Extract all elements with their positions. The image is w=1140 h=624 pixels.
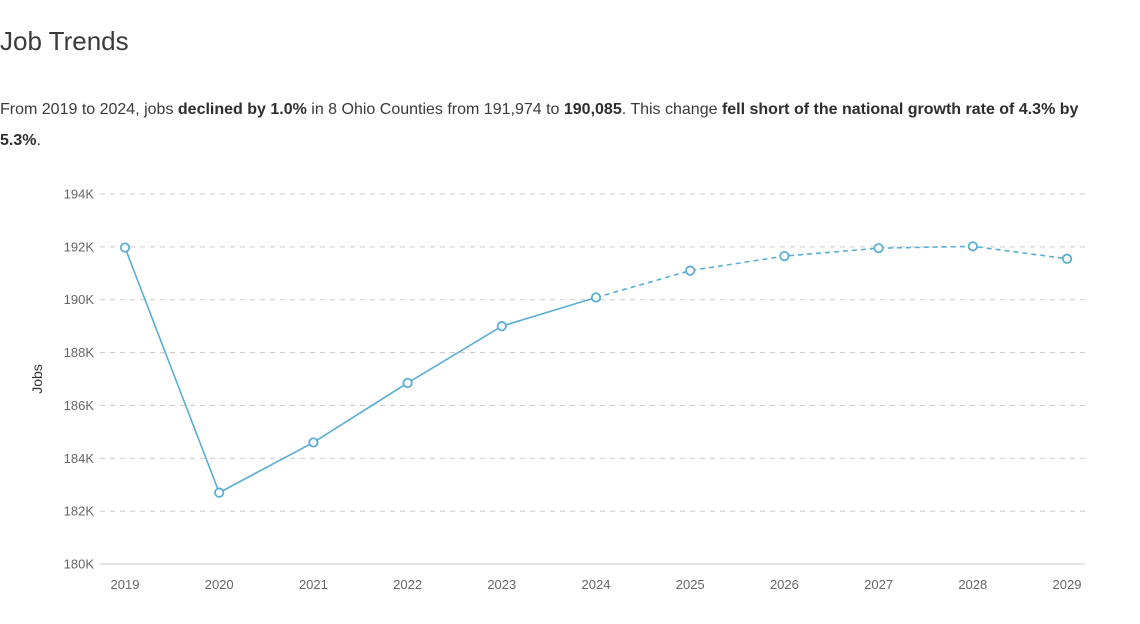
x-tick-label: 2028 <box>958 577 987 592</box>
x-tick-label: 2019 <box>111 577 140 592</box>
data-point-2021 <box>308 437 319 448</box>
y-tick-label: 192K <box>64 239 95 254</box>
y-tick-label: 188K <box>64 345 95 360</box>
data-point-2023 <box>496 321 507 332</box>
data-point-2028 <box>967 241 978 252</box>
data-point-2025 <box>685 265 696 276</box>
job-trends-chart: 180K 182K 184K 186K 188K 190K 192K 194K Jobs 201… <box>29 187 1085 592</box>
summary-part-2: in 8 Ohio Counties from 191,974 to <box>306 101 564 118</box>
series-lines <box>124 245 1068 494</box>
y-axis-title: Jobs <box>29 364 45 394</box>
y-tick-label: 184K <box>64 451 95 466</box>
x-tick-label: 2027 <box>864 577 893 592</box>
x-tick-label: 2026 <box>770 577 799 592</box>
y-tick-label: 190K <box>64 292 95 307</box>
y-tick-label: 194K <box>64 187 95 202</box>
y-tick-label: 182K <box>64 504 95 519</box>
grid-lines <box>100 193 1085 565</box>
y-tick-label: 180K <box>64 557 95 572</box>
x-tick-label: 2021 <box>299 577 328 592</box>
data-point-2022 <box>402 377 413 389</box>
x-tick-label: 2022 <box>393 577 422 592</box>
x-tick-label: 2024 <box>582 577 611 592</box>
x-tick-label: 2023 <box>487 577 516 592</box>
x-tick-label: 2029 <box>1053 577 1082 592</box>
x-tick-label: 2025 <box>676 577 705 592</box>
summary-part-3: . This change <box>621 101 722 118</box>
y-tick-label: 186K <box>64 398 95 413</box>
y-axis: 180K 182K 184K 186K 188K 190K 192K 194K Jobs <box>29 187 94 572</box>
x-tick-label: 2020 <box>205 577 234 592</box>
summary-end-value: 190,085 <box>563 101 622 118</box>
data-point-2029 <box>1061 253 1073 264</box>
summary-decline: declined by 1.0% <box>177 101 307 118</box>
x-axis: 2019 2020 2021 2022 2023 2024 2025 2026 2027 2028… <box>111 577 1082 592</box>
data-point-2020 <box>214 487 225 498</box>
projected-line <box>595 245 1068 299</box>
series-points <box>119 241 1073 498</box>
data-point-2024 <box>590 292 602 303</box>
summary-comparison: fell short of the national growth rate o… <box>0 101 1079 149</box>
page-title: Job Trends <box>0 26 129 56</box>
historical-line <box>124 247 597 494</box>
summary-text: From 2019 to 2024, jobs declined by 1.0%… <box>0 94 1120 156</box>
summary-part-4: . <box>36 132 41 149</box>
data-point-2026 <box>779 251 790 262</box>
data-point-2027 <box>873 243 884 254</box>
summary-part-1: From 2019 to 2024, jobs <box>0 101 178 118</box>
data-point-2019 <box>119 242 131 253</box>
